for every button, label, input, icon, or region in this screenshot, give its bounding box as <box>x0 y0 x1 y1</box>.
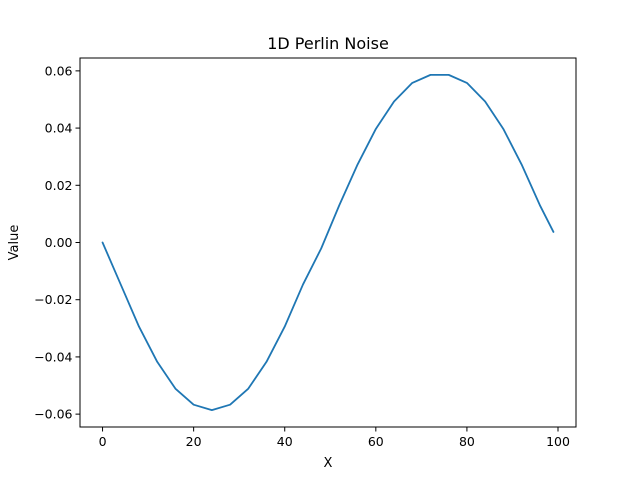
x-tick-label: 80 <box>459 434 475 449</box>
x-tick-label: 40 <box>277 434 293 449</box>
y-tick-label: 0.06 <box>45 63 73 78</box>
chart-title: 1D Perlin Noise <box>267 34 389 53</box>
x-tick-label: 100 <box>546 434 570 449</box>
y-tick-label: 0.04 <box>45 121 73 136</box>
x-tick-label: 20 <box>186 434 202 449</box>
y-axis-ticks: −0.06 −0.04 −0.02 0.00 0.02 0.04 0.06 <box>34 63 80 422</box>
y-tick-label: −0.02 <box>34 292 72 307</box>
y-tick-label: −0.06 <box>34 407 72 422</box>
x-axis-label: X <box>324 456 333 471</box>
x-tick-label: 60 <box>368 434 384 449</box>
y-axis-label: Value <box>7 225 22 261</box>
x-axis-ticks: 0 20 40 60 80 100 <box>99 427 570 449</box>
plot-area <box>101 73 555 412</box>
y-tick-label: 0.02 <box>45 178 73 193</box>
y-tick-label: 0.00 <box>45 235 73 250</box>
series-line-0 <box>101 73 555 412</box>
y-tick-label: −0.04 <box>34 349 72 364</box>
x-tick-label: 0 <box>99 434 107 449</box>
